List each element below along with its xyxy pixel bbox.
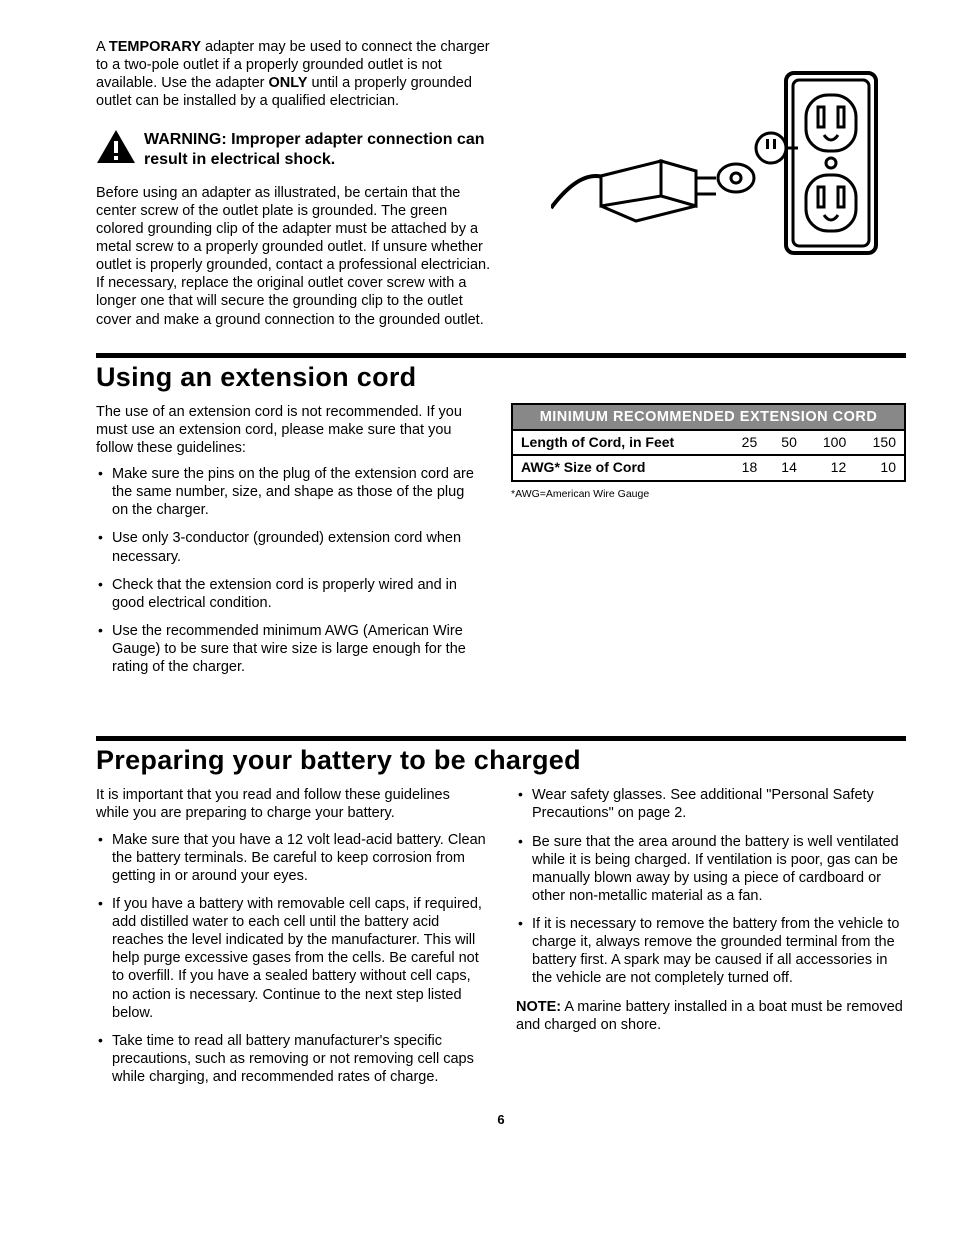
list-item: Be sure that the area around the battery…: [516, 833, 906, 906]
table-row-label: Length of Cord, in Feet: [512, 430, 726, 456]
note-label: NOTE:: [516, 999, 561, 1015]
intro-bold-only: ONLY: [269, 75, 308, 91]
prepare-columns: It is important that you read and follow…: [96, 786, 906, 1096]
table-cell: 25: [726, 430, 766, 456]
list-item: Make sure that you have a 12 volt lead-a…: [96, 831, 486, 885]
table-cell: 12: [805, 455, 854, 481]
table-row: AWG* Size of Cord 18 14 12 10: [512, 455, 905, 481]
list-item: Make sure the pins on the plug of the ex…: [96, 465, 481, 519]
table-cell: 100: [805, 430, 854, 456]
divider-1: [96, 353, 906, 358]
table-header: MINIMUM RECOMMENDED EXTENSION CORD: [512, 404, 905, 430]
list-item: If you have a battery with removable cel…: [96, 895, 486, 1022]
intro-paragraph: A TEMPORARY adapter may be used to conne…: [96, 38, 496, 111]
table-cell: 18: [726, 455, 766, 481]
table-cell: 50: [765, 430, 805, 456]
table-cell: 14: [765, 455, 805, 481]
list-item: Wear safety glasses. See additional "Per…: [516, 786, 906, 822]
extension-columns: The use of an extension cord is not reco…: [96, 403, 906, 687]
divider-2: [96, 736, 906, 741]
note-text: A marine battery installed in a boat mus…: [516, 999, 903, 1033]
prepare-left-bullets: Make sure that you have a 12 volt lead-a…: [96, 831, 486, 1087]
table-row: Length of Cord, in Feet 25 50 100 150: [512, 430, 905, 456]
table-cell: 10: [854, 455, 905, 481]
manual-page: A TEMPORARY adapter may be used to conne…: [0, 0, 954, 1147]
list-item: Check that the extension cord is properl…: [96, 576, 481, 612]
section-title-extension: Using an extension cord: [96, 362, 906, 393]
top-row: A TEMPORARY adapter may be used to conne…: [96, 38, 906, 335]
outlet-plug-icon: [551, 68, 881, 258]
prepare-left-col: It is important that you read and follow…: [96, 786, 486, 1096]
list-item: Take time to read all battery manufactur…: [96, 1032, 486, 1086]
warning-text: WARNING: Improper adapter connection can…: [144, 130, 496, 170]
warning-triangle-icon: [96, 129, 136, 170]
list-item: Use only 3-conductor (grounded) extensio…: [96, 529, 481, 565]
prepare-right-col: Wear safety glasses. See additional "Per…: [516, 786, 906, 1096]
extension-bullets: Make sure the pins on the plug of the ex…: [96, 465, 481, 676]
prepare-note: NOTE: A marine battery installed in a bo…: [516, 998, 906, 1034]
section-title-prepare: Preparing your battery to be charged: [96, 745, 906, 776]
extension-cord-table: MINIMUM RECOMMENDED EXTENSION CORD Lengt…: [511, 403, 906, 482]
table-row-label: AWG* Size of Cord: [512, 455, 726, 481]
warning-block: WARNING: Improper adapter connection can…: [96, 129, 496, 170]
warning-aftertext: Before using an adapter as illustrated, …: [96, 184, 496, 329]
extension-right-col: MINIMUM RECOMMENDED EXTENSION CORD Lengt…: [511, 403, 906, 687]
list-item: Use the recommended minimum AWG (America…: [96, 622, 481, 676]
page-number: 6: [96, 1112, 906, 1127]
intro-bold-temporary: TEMPORARY: [109, 39, 201, 55]
prepare-right-bullets: Wear safety glasses. See additional "Per…: [516, 786, 906, 987]
extension-left-col: The use of an extension cord is not reco…: [96, 403, 481, 687]
prepare-intro: It is important that you read and follow…: [96, 786, 486, 822]
extension-intro: The use of an extension cord is not reco…: [96, 403, 481, 457]
intro-column: A TEMPORARY adapter may be used to conne…: [96, 38, 496, 335]
table-footnote: *AWG=American Wire Gauge: [511, 488, 906, 501]
list-item: If it is necessary to remove the battery…: [516, 915, 906, 988]
intro-prefix: A: [96, 39, 109, 55]
outlet-illustration: [526, 38, 906, 335]
table-cell: 150: [854, 430, 905, 456]
